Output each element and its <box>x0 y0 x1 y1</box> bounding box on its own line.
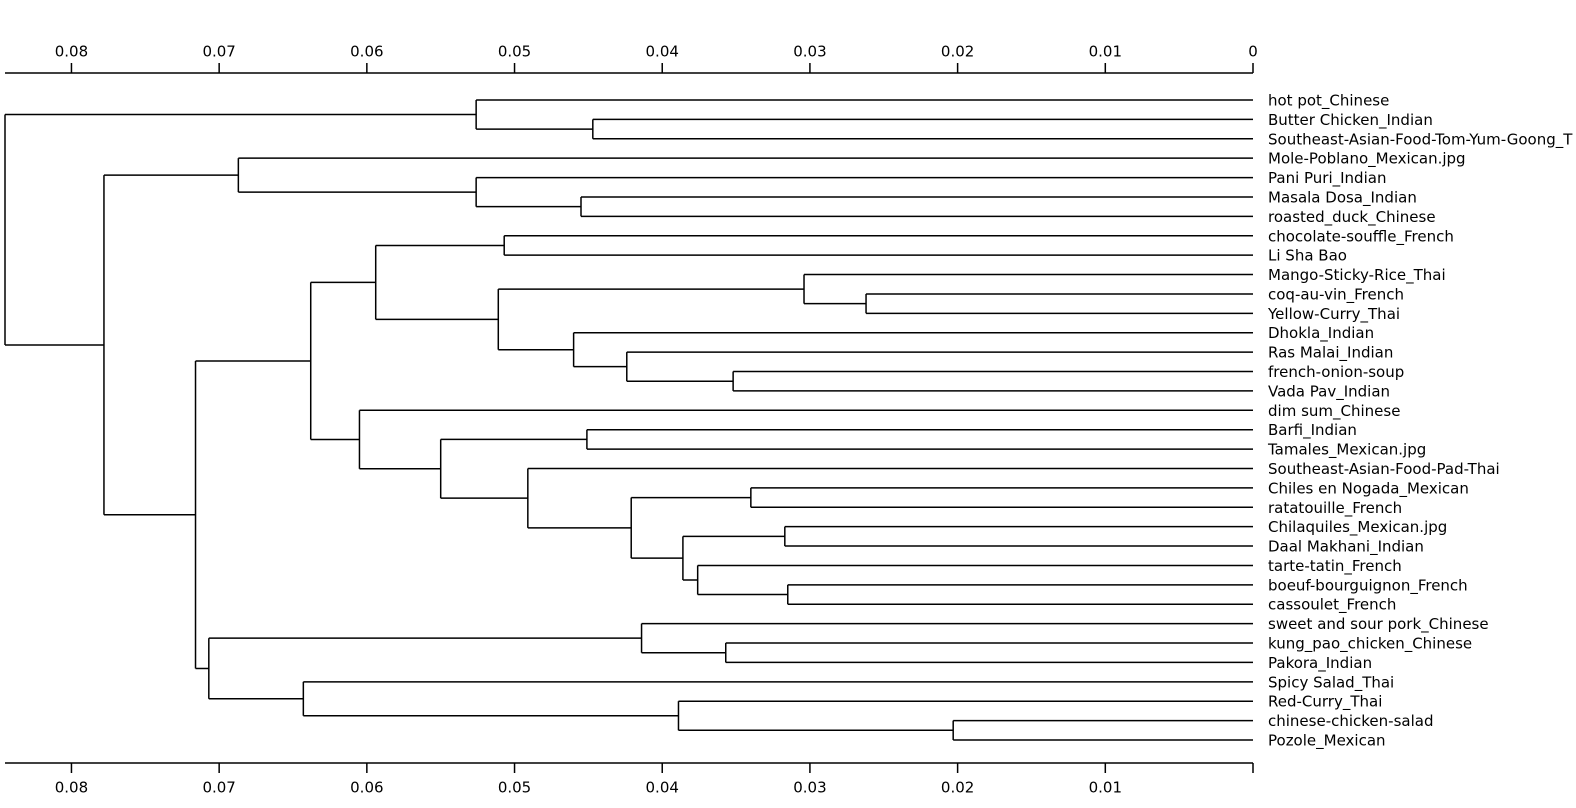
bottom-tick-label: 0.05 <box>498 779 531 797</box>
bottom-tick-label: 0.06 <box>350 779 383 797</box>
leaf-label: kung_pao_chicken_Chinese <box>1268 635 1472 654</box>
leaf-label: cassoulet_French <box>1268 596 1396 615</box>
leaf-label: Mole-Poblano_Mexican.jpg <box>1268 150 1466 169</box>
top-tick-label: 0.06 <box>350 43 383 61</box>
top-tick-label: 0.08 <box>55 43 88 61</box>
top-tick-label: 0.07 <box>202 43 235 61</box>
leaf-label: chocolate-souffle_French <box>1268 227 1454 246</box>
leaf-label: Tamales_Mexican.jpg <box>1267 441 1426 460</box>
leaf-label: Mango-Sticky-Rice_Thai <box>1268 266 1446 285</box>
leaf-label: Southeast-Asian-Food-Pad-Thai <box>1268 460 1500 478</box>
bottom-tick-label: 0.03 <box>793 779 826 797</box>
leaf-label: Chiles en Nogada_Mexican <box>1268 479 1469 498</box>
leaf-label: Masala Dosa_Indian <box>1268 188 1417 207</box>
leaf-label: roasted_duck_Chinese <box>1268 208 1436 227</box>
leaf-label: hot pot_Chinese <box>1268 92 1389 111</box>
leaf-label: Li Sha Bao <box>1268 247 1347 265</box>
bottom-tick-label: 0.02 <box>941 779 974 797</box>
top-tick-label: 0.04 <box>646 43 679 61</box>
leaf-label: Pozole_Mexican <box>1268 732 1386 751</box>
leaf-label: Yellow-Curry_Thai <box>1267 305 1400 324</box>
leaf-label: dim sum_Chinese <box>1268 402 1400 421</box>
top-tick-label: 0.01 <box>1089 43 1122 61</box>
leaf-label: ratatouille_French <box>1268 499 1402 518</box>
top-tick-label: 0.03 <box>793 43 826 61</box>
leaf-label: Southeast-Asian-Food-Tom-Yum-Goong_T <box>1268 130 1573 149</box>
leaf-label: french-onion-soup <box>1268 363 1404 381</box>
leaf-label: Vada Pav_Indian <box>1268 382 1390 401</box>
leaf-label: sweet and sour pork_Chinese <box>1268 615 1489 634</box>
leaf-label: Dhokla_Indian <box>1268 324 1374 343</box>
leaf-label: tarte-tatin_French <box>1268 557 1402 576</box>
leaf-label: Butter Chicken_Indian <box>1268 111 1433 130</box>
bottom-tick-label: 0.01 <box>1089 779 1122 797</box>
bottom-tick-label: 0.07 <box>202 779 235 797</box>
top-tick-label: 0 <box>1248 43 1258 61</box>
leaf-label: Spicy Salad_Thai <box>1268 673 1394 692</box>
leaf-label: Daal Makhani_Indian <box>1268 538 1424 557</box>
leaf-label: chinese-chicken-salad <box>1268 712 1433 730</box>
bottom-tick-label: 0.08 <box>55 779 88 797</box>
top-tick-label: 0.02 <box>941 43 974 61</box>
leaf-label: Pakora_Indian <box>1268 654 1372 673</box>
leaf-label: boeuf-bourguignon_French <box>1268 576 1468 595</box>
leaf-label: Ras Malai_Indian <box>1268 344 1393 363</box>
leaf-label: Red-Curry_Thai <box>1268 693 1382 712</box>
leaf-label: Barfi_Indian <box>1268 421 1357 440</box>
leaf-label: Pani Puri_Indian <box>1268 169 1386 188</box>
leaf-label: coq-au-vin_French <box>1268 285 1404 304</box>
top-tick-label: 0.05 <box>498 43 531 61</box>
leaf-label: Chilaquiles_Mexican.jpg <box>1268 518 1447 537</box>
bottom-tick-label: 0.04 <box>646 779 679 797</box>
